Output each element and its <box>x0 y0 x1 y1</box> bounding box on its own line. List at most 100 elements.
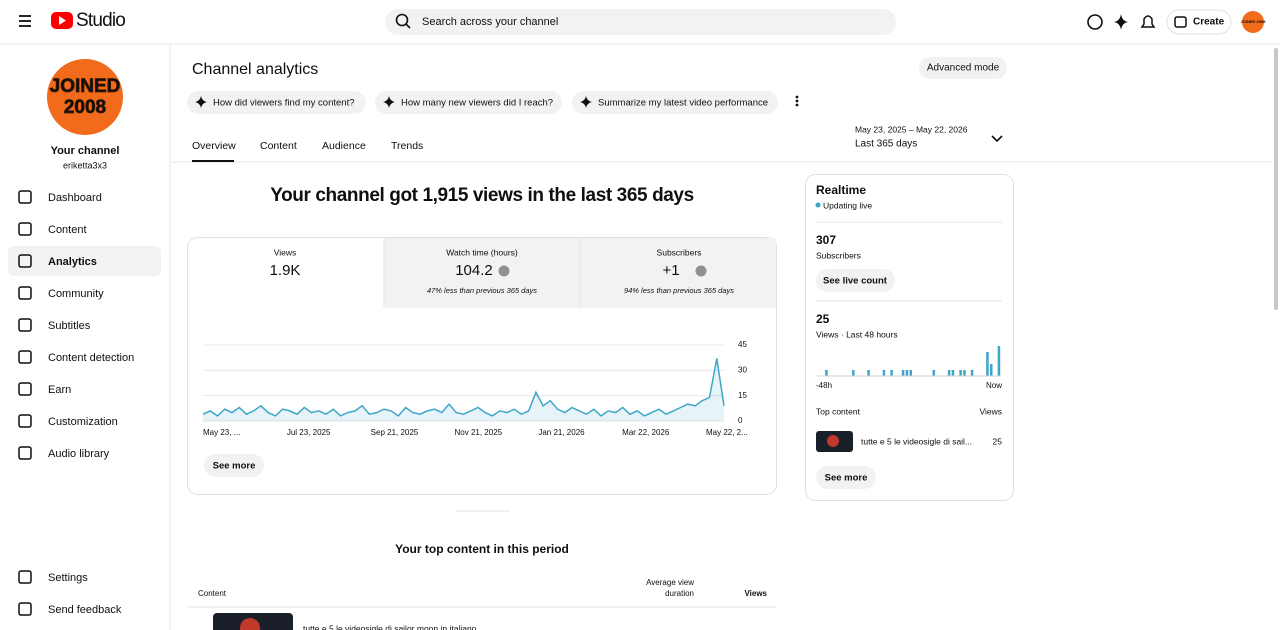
subscriber-label: Subscribers <box>816 250 861 260</box>
metric-value: 104.2 <box>455 262 493 279</box>
y-tick-label: 15 <box>738 391 747 400</box>
help-icon <box>1087 14 1103 30</box>
metric-note: 94% less than previous 365 days <box>624 286 734 295</box>
sparkle-icon[interactable] <box>1114 14 1128 30</box>
nav-item[interactable]: Community <box>48 288 104 300</box>
nav-item[interactable]: Subtitles <box>48 320 91 332</box>
more-icon <box>795 95 799 99</box>
create-button[interactable] <box>1166 9 1232 35</box>
nav-item[interactable]: Analytics <box>48 256 97 268</box>
metric-value: +1 <box>662 262 679 279</box>
advanced-mode-label: Advanced mode <box>927 63 1000 74</box>
views-column-label: Views <box>979 406 1002 416</box>
search-bar[interactable] <box>385 9 896 35</box>
live-count-button[interactable] <box>816 269 895 292</box>
sparkle-icon <box>580 96 592 108</box>
column-header: Average view duration <box>646 578 694 598</box>
prompt-chip[interactable] <box>187 91 366 114</box>
area <box>203 358 724 421</box>
top-video-title[interactable]: tutte e 5 le videosigle di sail... <box>861 436 972 446</box>
metric-label[interactable]: Watch time (hours) <box>446 247 518 257</box>
bar <box>959 370 962 376</box>
realtime-status: Updating live <box>823 200 872 210</box>
bar <box>905 370 909 376</box>
x-tick-label: Now <box>986 381 1002 390</box>
nav-item[interactable]: Send feedback <box>48 604 122 616</box>
bar <box>932 370 936 376</box>
x-tick-label: May 23, ... <box>203 428 240 437</box>
date-range[interactable]: May 23, 2025 – May 22, 2026 <box>855 124 968 134</box>
chevron-icon[interactable] <box>991 135 1003 143</box>
header-avatar-text: JOINED 2008 <box>1241 19 1267 24</box>
see-more-button[interactable] <box>204 454 264 477</box>
bar <box>997 346 1001 376</box>
bar <box>825 370 828 376</box>
tab[interactable]: Content <box>260 140 297 152</box>
section-title: Your top content in this period <box>395 542 569 556</box>
advanced-mode-button[interactable] <box>919 57 1007 79</box>
live-dot <box>815 202 821 208</box>
x-tick-label: Jan 21, 2026 <box>538 428 585 437</box>
metric-value: 1.9K <box>270 262 301 279</box>
headline: Your channel got 1,915 views in the last… <box>270 185 694 206</box>
realtime-title: Realtime <box>816 183 866 197</box>
prompt-chip[interactable] <box>375 91 562 114</box>
nav-icon <box>18 382 32 396</box>
bell-icon[interactable] <box>1140 15 1156 28</box>
x-tick-label: Nov 21, 2025 <box>455 428 503 437</box>
nav-icon <box>18 350 32 364</box>
metric-label[interactable]: Subscribers <box>657 247 702 257</box>
y-tick-label: 30 <box>738 365 747 374</box>
sparkle-icon <box>383 96 395 108</box>
bar <box>963 370 966 376</box>
nav-icon <box>18 318 32 332</box>
create-label: Create <box>1193 17 1225 28</box>
video-title: tutte e 5 le videosigle di sailor moon i… <box>303 623 477 630</box>
bar <box>970 370 974 376</box>
nav-item[interactable]: Audio library <box>48 448 110 460</box>
tab[interactable]: Trends <box>391 140 423 152</box>
subscriber-count: 307 <box>816 233 836 247</box>
x-tick-label: -48h <box>816 381 832 390</box>
nav-item[interactable]: Earn <box>48 384 71 396</box>
more-icon <box>795 99 799 103</box>
search-icon <box>395 13 409 27</box>
scrollbar <box>1274 48 1278 310</box>
nav-item[interactable]: Dashboard <box>48 192 102 204</box>
views-count: 25 <box>816 312 830 326</box>
more-icon <box>795 103 799 107</box>
realtime-card <box>805 174 1014 501</box>
period[interactable]: Last 365 days <box>855 139 917 150</box>
down-icon <box>498 265 510 277</box>
nav-item[interactable]: Content detection <box>48 352 134 364</box>
x-tick-label: Sep 21, 2025 <box>371 428 419 437</box>
nav-item[interactable]: Customization <box>48 416 118 428</box>
bar <box>852 370 855 376</box>
bar <box>947 370 951 376</box>
thumbnail-detail <box>240 618 260 630</box>
search-placeholder: Search across your channel <box>422 16 558 28</box>
see-more-button[interactable] <box>816 466 876 489</box>
nav-icon <box>18 602 32 616</box>
nav-icon <box>18 222 32 236</box>
bar <box>986 352 989 376</box>
nav-icon <box>18 254 32 268</box>
nav-item[interactable]: Content <box>48 224 87 236</box>
nav-item[interactable]: Settings <box>48 572 88 584</box>
x-tick-label: Mar 22, 2026 <box>622 428 670 437</box>
y-tick-label: 0 <box>738 416 743 425</box>
prompt-chip[interactable] <box>572 91 778 114</box>
tab[interactable]: Audience <box>322 140 366 152</box>
metric-label[interactable]: Views <box>274 247 297 257</box>
nav-icon <box>18 570 32 584</box>
see-more-label: See more <box>825 473 868 484</box>
channel-avatar <box>47 59 123 135</box>
tab[interactable]: Overview <box>192 140 236 152</box>
channel-name: Your channel <box>51 145 120 157</box>
prompt-label: How did viewers find my content? <box>213 98 355 109</box>
down-icon <box>695 265 707 277</box>
top-content-label: Top content <box>816 406 861 416</box>
x-tick-label: Jul 23, 2025 <box>287 428 331 437</box>
